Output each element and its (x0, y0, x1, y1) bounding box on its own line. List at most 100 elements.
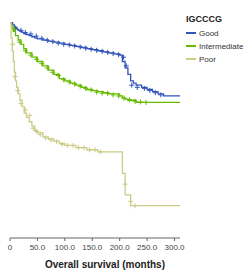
x-tick-label: 100.0 (55, 243, 76, 252)
censor-mark (129, 83, 134, 88)
survival-curve (10, 23, 180, 206)
survival-curve (10, 23, 180, 103)
censor-mark (34, 34, 39, 39)
censor-mark (147, 88, 152, 93)
censor-mark (60, 142, 65, 147)
censor-mark (133, 99, 138, 104)
censor-mark (78, 45, 83, 50)
censor-mark (94, 48, 99, 53)
censor-mark (105, 91, 110, 96)
censor-mark (116, 52, 121, 57)
survival-curve (10, 23, 180, 96)
censor-mark (100, 49, 105, 54)
censor-mark (142, 86, 147, 91)
censor-mark (10, 42, 15, 47)
legend-label: Poor (199, 55, 216, 64)
censor-mark (72, 44, 77, 49)
censor-mark (105, 50, 110, 55)
censor-mark (50, 39, 55, 44)
censor-mark (45, 38, 50, 43)
censor-mark (83, 46, 88, 51)
censor-mark (67, 42, 72, 47)
censor-mark (28, 31, 33, 36)
censor-mark (100, 91, 105, 96)
x-tick (10, 238, 11, 241)
x-tick (119, 238, 120, 241)
chart: 050.0100.0150.0200.0250.0300.0Overall su… (0, 0, 250, 280)
censor-mark (133, 203, 138, 208)
censor-mark (94, 90, 99, 95)
censor-mark (127, 97, 132, 102)
censor-mark (111, 92, 116, 97)
legend-label: Good (199, 29, 219, 38)
censor-mark (93, 147, 98, 152)
censor-mark (89, 87, 94, 92)
x-tick-label: 300.0 (165, 243, 186, 252)
x-tick (64, 238, 65, 241)
x-tick-label: 200.0 (110, 243, 131, 252)
x-tick (92, 238, 93, 241)
censor-mark (12, 74, 17, 79)
censor-mark (153, 90, 158, 95)
censor-mark (138, 99, 143, 104)
censor-mark (61, 42, 66, 47)
censor-mark (67, 79, 72, 84)
censor-mark (128, 199, 133, 204)
x-tick (147, 238, 148, 241)
censor-mark (45, 65, 50, 70)
censor-mark (61, 77, 66, 82)
censor-mark (65, 143, 70, 148)
censor-mark (23, 107, 28, 112)
censor-mark (23, 48, 28, 53)
censor-mark (116, 93, 121, 98)
censor-mark (87, 147, 92, 152)
x-tick-label: 0 (8, 243, 13, 252)
censor-mark (82, 145, 87, 150)
x-axis (10, 238, 180, 239)
legend: IGCCCG Good Intermediate Poor (186, 14, 244, 64)
x-tick-label: 50.0 (30, 243, 46, 252)
censor-mark (83, 86, 88, 91)
x-tick-label: 150.0 (82, 243, 103, 252)
legend-title: IGCCCG (186, 14, 222, 24)
censor-mark (76, 145, 81, 150)
censor-mark (98, 149, 103, 154)
censor-mark (15, 88, 20, 93)
censor-mark (111, 51, 116, 56)
censor-mark (43, 135, 48, 140)
censor-mark (39, 61, 44, 66)
censor-mark (56, 73, 61, 78)
legend-swatch (186, 32, 196, 34)
censor-mark (23, 30, 28, 35)
censor-mark (89, 47, 94, 52)
x-tick-label: 250.0 (137, 243, 158, 252)
censor-mark (18, 101, 23, 106)
censor-mark (17, 40, 22, 45)
censor-mark (123, 182, 128, 187)
censor-mark (72, 82, 77, 87)
censor-mark (27, 113, 32, 118)
censor-mark (124, 63, 129, 68)
plot-area (10, 23, 180, 208)
legend-swatch (186, 58, 196, 60)
censor-mark (50, 70, 55, 75)
censor-mark (122, 96, 127, 101)
censor-mark (34, 57, 39, 62)
censor-mark (31, 126, 36, 131)
legend-label: Intermediate (199, 42, 244, 51)
censor-mark (39, 36, 44, 41)
x-tick (37, 238, 38, 241)
censor-mark (49, 138, 54, 143)
censor-mark (28, 53, 33, 58)
censor-mark (78, 84, 83, 89)
censor-mark (135, 85, 140, 90)
censor-mark (56, 41, 61, 46)
censor-mark (144, 100, 149, 105)
censor-mark (18, 28, 23, 33)
x-tick (174, 238, 175, 241)
censor-mark (12, 27, 17, 32)
censor-mark (38, 132, 43, 137)
censor-mark (158, 92, 163, 97)
censor-mark (34, 129, 39, 134)
censor-mark (121, 55, 126, 60)
